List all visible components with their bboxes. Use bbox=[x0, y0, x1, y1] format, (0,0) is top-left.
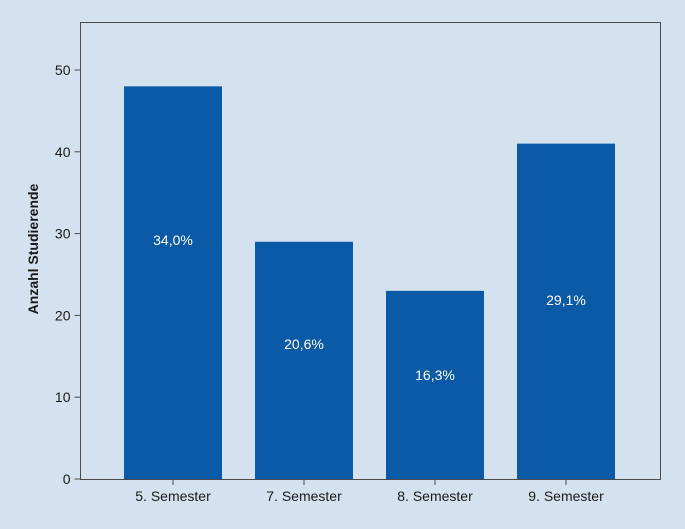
x-tick-label: 5. Semester bbox=[135, 488, 211, 504]
y-tick-label: 20 bbox=[55, 307, 71, 323]
x-tick-label: 7. Semester bbox=[266, 488, 342, 504]
bar-3 bbox=[386, 290, 484, 479]
y-axis: 0 10 20 30 40 50 bbox=[55, 62, 81, 487]
bar-4 bbox=[517, 143, 615, 479]
y-axis-title: Anzahl Studierende bbox=[25, 183, 41, 314]
bars-group: 34,0% 20,6% 16,3% 29,1% bbox=[124, 86, 615, 480]
x-tick-label: 8. Semester bbox=[397, 488, 473, 504]
bar-data-label: 16,3% bbox=[415, 367, 455, 383]
x-tick-label: 9. Semester bbox=[528, 488, 604, 504]
bar-data-label: 34,0% bbox=[153, 232, 193, 248]
y-tick-label: 40 bbox=[55, 144, 71, 160]
y-tick-label: 30 bbox=[55, 226, 71, 242]
bar-1 bbox=[124, 86, 222, 480]
plot-frame bbox=[80, 22, 661, 480]
y-tick-label: 50 bbox=[55, 62, 71, 78]
bar-data-label: 29,1% bbox=[546, 292, 586, 308]
y-tick-label: 0 bbox=[63, 471, 71, 487]
bar-data-label: 20,6% bbox=[284, 336, 324, 352]
bar-2 bbox=[255, 241, 353, 479]
x-axis: 5. Semester 7. Semester 8. Semester 9. Seme… bbox=[135, 479, 604, 504]
y-tick-label: 10 bbox=[55, 389, 71, 405]
